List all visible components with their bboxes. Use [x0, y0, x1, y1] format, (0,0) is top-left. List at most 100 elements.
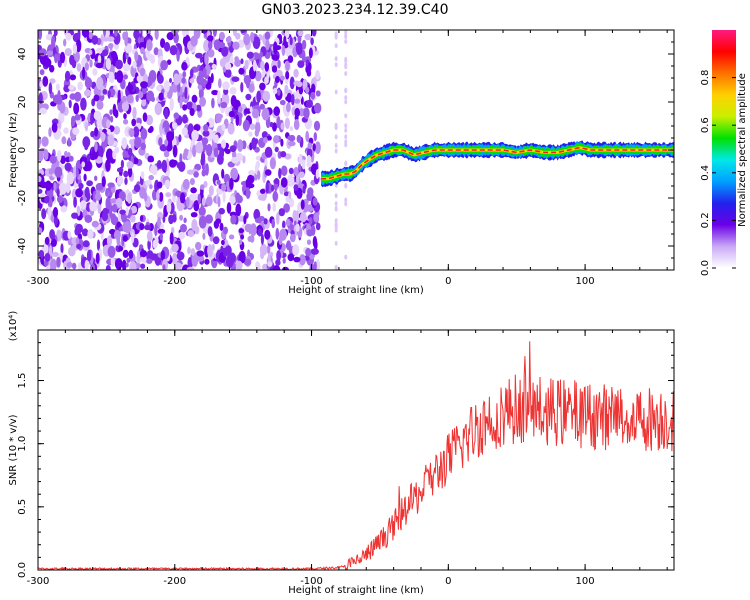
spectrogram-noise-dot	[69, 74, 77, 81]
spectrogram-noise-dot	[97, 145, 104, 159]
spectrogram-noise-dot	[162, 264, 166, 270]
spectrogram-noise-dot	[146, 230, 153, 242]
spectrogram-sparse-dot	[344, 254, 348, 260]
spectrogram-sparse-dot	[334, 265, 338, 270]
spectrogram-noise-dot	[71, 59, 77, 69]
spectrogram-noise-dot	[190, 212, 198, 218]
spectrogram-noise-dot	[259, 188, 266, 194]
spectrogram-noise-dot	[253, 208, 261, 221]
spectrogram-noise-dot	[217, 90, 221, 103]
spectrogram-noise-dot	[86, 153, 91, 163]
spectrogram-noise-dot	[123, 113, 127, 120]
spectrogram-noise-dot	[259, 243, 268, 256]
spectrogram-noise-dot	[72, 127, 80, 135]
spectrogram-noise-dot	[297, 30, 304, 37]
spectrogram-noise-dot	[110, 115, 114, 123]
spectrogram-noise-dot	[182, 30, 188, 37]
spectrogram-noise-dot	[129, 261, 137, 270]
spectrogram-noise-dot	[58, 182, 67, 195]
spectrogram-noise-dot	[305, 86, 310, 94]
spectrogram-noise-dot	[121, 95, 127, 103]
spectrogram-noise-dot	[222, 190, 226, 203]
spectrogram-noise-dot	[191, 94, 198, 103]
spectrogram-noise-dot	[285, 70, 290, 80]
spectrogram-noise-dot	[120, 159, 124, 169]
spectrogram-noise-dot	[39, 181, 48, 189]
spectrogram-noise-dot	[245, 177, 252, 190]
spectrogram-noise-dot	[187, 230, 194, 238]
spectrogram-noise-dot	[157, 216, 161, 228]
spectrogram-noise-dot	[273, 135, 280, 144]
spectrogram-noise-dot	[298, 171, 305, 178]
spectrogram-noise-dot	[69, 93, 77, 100]
spectrogram-noise-dot	[300, 96, 304, 105]
spectrogram-noise-dot	[308, 62, 312, 72]
spectrogram-noise-dot	[96, 100, 104, 110]
spectrogram-noise-dot	[251, 137, 257, 150]
spectrogram-noise-dot	[94, 141, 98, 153]
snr-plot-area	[38, 341, 674, 570]
spectrogram-sparse-dot	[344, 197, 348, 203]
spectrogram-noise-dot	[112, 53, 116, 67]
spectrogram-noise-dot	[106, 134, 115, 147]
spectrogram-noise-layer	[38, 30, 348, 270]
spectrogram-noise-dot	[121, 259, 127, 270]
spectrogram-noise-dot	[39, 69, 45, 76]
spectrogram-noise-dot	[225, 36, 232, 43]
spectrogram-noise-dot	[295, 210, 299, 223]
spectrogram-noise-dot	[220, 101, 228, 109]
spectrogram-noise-dot	[112, 150, 117, 160]
spectrogram-noise-dot	[237, 139, 244, 152]
spectrogram-noise-dot	[59, 51, 66, 64]
spectrogram-noise-dot	[191, 253, 199, 267]
spectrogram-noise-dot	[105, 159, 111, 172]
spectrogram-noise-dot	[264, 169, 272, 176]
spectrogram-noise-dot	[107, 90, 111, 99]
spectrogram-noise-dot	[116, 221, 122, 228]
spectrogram-noise-dot	[53, 215, 58, 226]
spectrogram-sparse-dot	[344, 161, 348, 167]
spectrogram-sparse-dot	[334, 205, 338, 211]
spectrogram-noise-dot	[122, 51, 127, 64]
spectrogram-noise-dot	[315, 169, 320, 179]
spectrogram-sparse-dot	[344, 123, 348, 129]
spectrogram-noise-dot	[106, 119, 111, 129]
spectrogram-noise-dot	[227, 123, 235, 135]
spectrogram-noise-dot	[116, 175, 124, 185]
spectrogram-noise-dot	[240, 82, 244, 93]
spectrogram-noise-dot	[267, 261, 273, 267]
spectrogram-noise-dot	[314, 141, 321, 154]
spectrogram-noise-dot	[197, 193, 201, 205]
spectrogram-noise-dot	[280, 122, 285, 130]
spectrogram-noise-dot	[95, 182, 104, 191]
spectrogram-noise-dot	[211, 63, 217, 70]
spectrogram-noise-dot	[181, 127, 188, 136]
spectrogram-noise-dot	[281, 45, 286, 56]
spectrogram-noise-dot	[195, 241, 202, 251]
spectrogram-noise-dot	[293, 166, 299, 176]
spectrogram-noise-dot	[282, 220, 286, 229]
spectrogram-sparse-dot	[334, 201, 338, 207]
spectrogram-noise-dot	[152, 239, 158, 249]
spectrogram-xtick-label: -200	[163, 276, 186, 287]
spectrogram-noise-dot	[176, 162, 182, 169]
spectrogram-noise-dot	[102, 88, 108, 95]
spectrogram-noise-dot	[140, 81, 148, 89]
spectrogram-noise-dot	[215, 113, 223, 120]
spectrogram-noise-dot	[149, 125, 154, 133]
spectrogram-noise-dot	[235, 114, 240, 127]
spectrogram-noise-dot	[296, 173, 300, 185]
spectrogram-noise-dot	[126, 161, 134, 169]
spectrogram-noise-dot	[62, 38, 67, 47]
spectrogram-noise-dot	[248, 131, 253, 137]
spectrogram-noise-dot	[54, 166, 63, 178]
spectrogram-noise-dot	[67, 137, 71, 147]
spectrogram-noise-dot	[228, 110, 235, 118]
spectrogram-noise-dot	[126, 94, 134, 104]
spectrogram-noise-dot	[64, 150, 68, 158]
spectrogram-noise-dot	[72, 43, 78, 54]
spectrogram-noise-dot	[110, 256, 116, 267]
spectrogram-noise-dot	[294, 107, 301, 118]
spectrogram-sparse-dot	[334, 218, 338, 224]
